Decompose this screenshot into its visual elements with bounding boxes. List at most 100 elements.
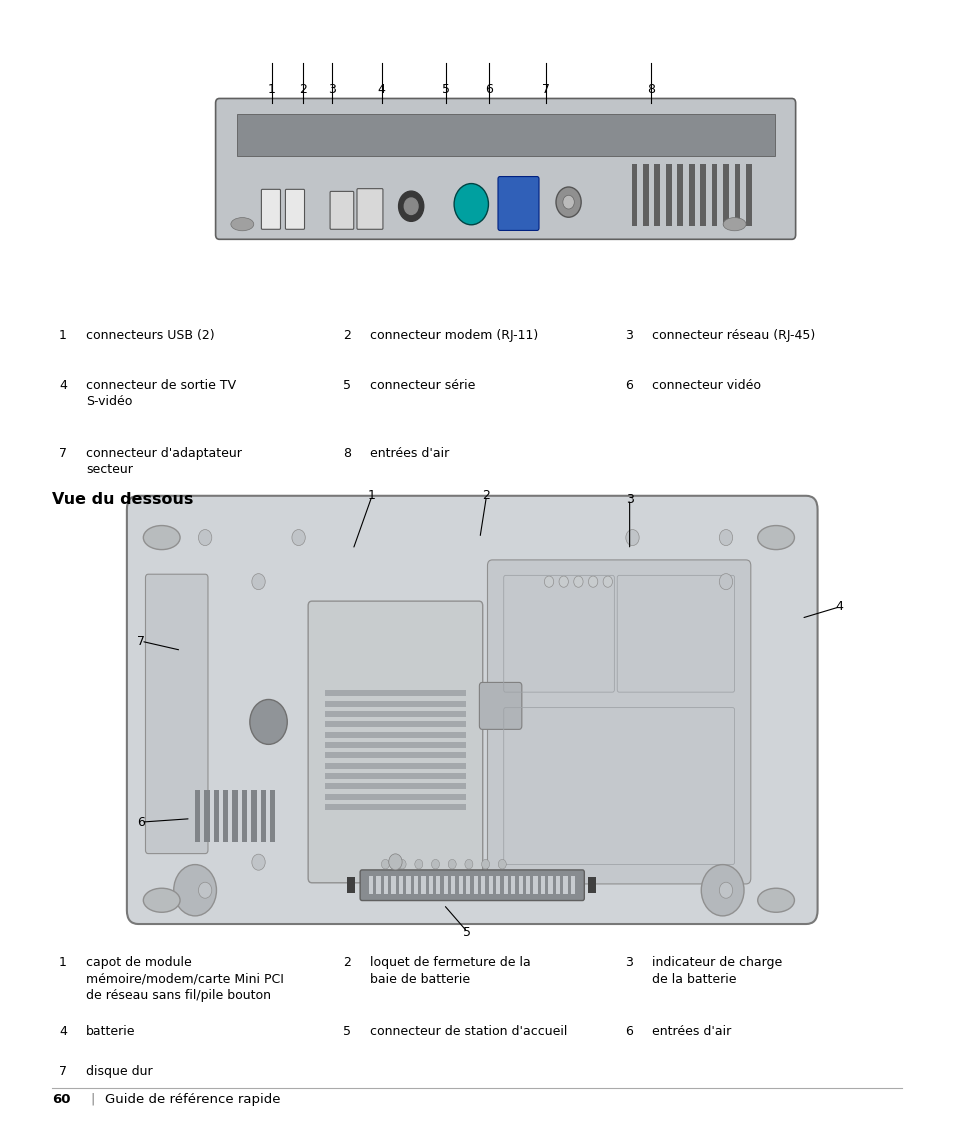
FancyBboxPatch shape	[330, 191, 354, 229]
Text: 5: 5	[343, 1025, 351, 1037]
Bar	[587, 877, 595, 893]
Bar	[570, 876, 575, 894]
FancyBboxPatch shape	[261, 189, 280, 229]
Text: |: |	[91, 1092, 95, 1106]
Bar	[391, 876, 395, 894]
Bar	[711, 164, 717, 226]
Text: 2: 2	[343, 329, 351, 341]
FancyBboxPatch shape	[497, 176, 538, 230]
FancyBboxPatch shape	[487, 560, 750, 884]
Bar	[325, 742, 465, 748]
Bar	[428, 876, 433, 894]
Text: 1: 1	[59, 956, 67, 969]
Text: connecteur de sortie TV
S-vidéo: connecteur de sortie TV S-vidéo	[86, 379, 235, 409]
FancyBboxPatch shape	[308, 601, 482, 883]
Bar	[443, 876, 448, 894]
Circle shape	[252, 574, 265, 590]
Bar	[436, 876, 440, 894]
Bar	[642, 164, 648, 226]
Bar	[458, 876, 462, 894]
Bar	[677, 164, 682, 226]
Bar	[236, 113, 774, 156]
Text: 5: 5	[463, 925, 471, 939]
Bar	[325, 711, 465, 717]
Bar	[488, 876, 493, 894]
Bar	[204, 790, 210, 842]
Bar	[473, 876, 477, 894]
Text: disque dur: disque dur	[86, 1065, 152, 1077]
Text: indicateur de charge
de la batterie: indicateur de charge de la batterie	[651, 956, 781, 986]
Circle shape	[719, 529, 732, 545]
Text: connecteur réseau (RJ-45): connecteur réseau (RJ-45)	[651, 329, 814, 341]
Circle shape	[252, 854, 265, 870]
Bar	[325, 804, 465, 810]
Text: 6: 6	[137, 815, 145, 829]
Circle shape	[389, 854, 401, 870]
FancyBboxPatch shape	[359, 870, 583, 900]
Circle shape	[464, 860, 473, 869]
Bar	[325, 763, 465, 768]
Text: 5: 5	[442, 84, 450, 96]
Circle shape	[454, 183, 488, 224]
Bar	[325, 783, 465, 789]
Text: loquet de fermeture de la
baie de batterie: loquet de fermeture de la baie de batter…	[370, 956, 531, 986]
Circle shape	[381, 860, 389, 869]
Bar	[325, 773, 465, 779]
Circle shape	[292, 529, 305, 545]
Text: 4: 4	[59, 1025, 67, 1037]
FancyBboxPatch shape	[356, 189, 382, 229]
Circle shape	[448, 860, 456, 869]
Circle shape	[198, 882, 212, 898]
Bar	[406, 876, 410, 894]
Text: Vue du dessous: Vue du dessous	[52, 492, 193, 507]
Bar	[451, 876, 455, 894]
Bar	[496, 876, 500, 894]
Text: 3: 3	[328, 84, 335, 96]
FancyBboxPatch shape	[285, 189, 304, 229]
Text: 60: 60	[52, 1092, 71, 1106]
Bar	[368, 876, 373, 894]
Text: 6: 6	[624, 1025, 632, 1037]
Bar	[533, 876, 537, 894]
Ellipse shape	[757, 526, 794, 550]
FancyBboxPatch shape	[478, 682, 521, 729]
Circle shape	[719, 574, 732, 590]
Text: connecteur modem (RJ-11): connecteur modem (RJ-11)	[370, 329, 537, 341]
Bar	[511, 876, 515, 894]
Circle shape	[173, 864, 216, 916]
Text: 4: 4	[59, 379, 67, 392]
Circle shape	[562, 196, 574, 210]
Circle shape	[398, 191, 423, 221]
Circle shape	[573, 576, 582, 587]
Text: 1: 1	[268, 84, 275, 96]
Text: capot de module
mémoire/modem/carte Mini PCI
de réseau sans fil/pile bouton: capot de module mémoire/modem/carte Mini…	[86, 956, 283, 1002]
Bar	[700, 164, 705, 226]
Bar	[420, 876, 425, 894]
Bar	[518, 876, 522, 894]
Bar	[466, 876, 470, 894]
Text: 3: 3	[624, 329, 632, 341]
Bar	[525, 876, 530, 894]
Bar	[325, 752, 465, 758]
Bar	[540, 876, 545, 894]
Ellipse shape	[231, 218, 253, 231]
Bar	[503, 876, 507, 894]
Text: connecteurs USB (2): connecteurs USB (2)	[86, 329, 214, 341]
Bar	[260, 790, 266, 842]
Text: 7: 7	[541, 84, 549, 96]
Bar	[665, 164, 671, 226]
Text: 6: 6	[485, 84, 493, 96]
FancyBboxPatch shape	[145, 574, 208, 853]
Bar	[325, 793, 465, 799]
Bar	[325, 690, 465, 696]
Text: connecteur vidéo: connecteur vidéo	[651, 379, 760, 392]
Bar	[631, 164, 637, 226]
Circle shape	[404, 198, 417, 214]
Circle shape	[556, 187, 580, 218]
Circle shape	[497, 860, 506, 869]
Bar	[556, 876, 559, 894]
Text: 2: 2	[299, 84, 307, 96]
Bar	[325, 701, 465, 706]
Bar	[270, 790, 274, 842]
Text: 3: 3	[625, 492, 633, 506]
